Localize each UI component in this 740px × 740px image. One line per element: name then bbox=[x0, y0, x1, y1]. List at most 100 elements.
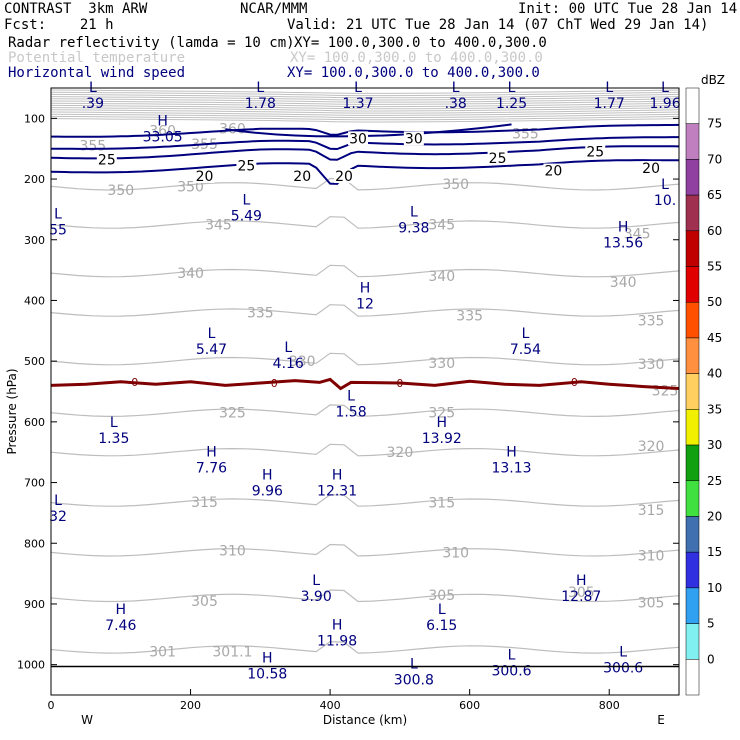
wind-contour-line bbox=[50, 145, 680, 161]
colorbar-level-label: 65 bbox=[707, 188, 722, 202]
theta-contour-line bbox=[50, 264, 680, 278]
y-tick-label: 500 bbox=[24, 355, 45, 368]
theta-contour-label: 340 bbox=[610, 275, 637, 291]
low-mark: L bbox=[54, 493, 62, 509]
colorbar-level-label: 0 bbox=[707, 652, 715, 666]
colorbar-level-label: 75 bbox=[707, 117, 722, 131]
field-theta-name: Potential temperature bbox=[8, 50, 186, 66]
east-label: E bbox=[657, 713, 665, 727]
colorbar-swatch bbox=[685, 123, 700, 160]
theta-contour-line bbox=[50, 111, 680, 116]
extremum-value: 5.49 bbox=[231, 208, 262, 224]
wind-label-bg bbox=[585, 144, 606, 159]
colorbar-level-label: 55 bbox=[707, 260, 722, 274]
wind-label-bg bbox=[96, 152, 117, 167]
extremum-value: 12 bbox=[356, 296, 374, 312]
colorbar-swatch bbox=[685, 373, 700, 410]
extremum-value: 4.16 bbox=[273, 356, 304, 372]
wind-contour-label: 20 bbox=[544, 164, 562, 180]
wind-label-bg bbox=[487, 150, 508, 165]
theta-contour-line bbox=[50, 93, 680, 99]
extremum-value: 300.8 bbox=[394, 673, 434, 689]
wind-contour-label: 20 bbox=[196, 169, 214, 185]
theta-contour-label: 325 bbox=[428, 406, 455, 422]
theta-contour-label: 315 bbox=[428, 496, 455, 512]
theta-contour-label: 325 bbox=[219, 406, 246, 422]
wind-contour-line bbox=[50, 159, 679, 185]
plot-frame bbox=[50, 87, 680, 696]
init-time: Init: 00 UTC Tue 28 Jan 14 bbox=[518, 1, 738, 17]
high-mark: H bbox=[436, 415, 447, 431]
low-mark: L bbox=[208, 326, 216, 342]
theta-contour-label: 310 bbox=[219, 544, 246, 560]
y-tick-label: 100 bbox=[24, 112, 45, 125]
colorbar-swatch bbox=[685, 87, 700, 124]
extremum-value: 1.25 bbox=[496, 96, 527, 112]
field-theta-xy: XY= 100.0,300.0 to 400.0,300.0 bbox=[290, 50, 543, 66]
extremum-value: 5.47 bbox=[196, 342, 227, 358]
y-tick-label: 200 bbox=[24, 173, 45, 186]
extremum-value: 55 bbox=[49, 222, 67, 238]
high-mark: H bbox=[576, 573, 587, 589]
theta-contour-label: 335 bbox=[638, 313, 665, 329]
theta-contour-label: 305 bbox=[638, 596, 665, 612]
theta-contour-label: 315 bbox=[191, 495, 218, 511]
extremum-value: 3.90 bbox=[301, 589, 332, 605]
extremum-value: 1.96 bbox=[649, 96, 680, 112]
freezing-level-label: 0 bbox=[131, 376, 138, 389]
theta-contour-line bbox=[50, 107, 680, 112]
high-mark: H bbox=[332, 467, 343, 483]
x-tick-label: 200 bbox=[180, 699, 201, 712]
extremum-value: 1.37 bbox=[342, 96, 373, 112]
theta-contour-label: 330 bbox=[428, 356, 455, 372]
x-tick-label: 600 bbox=[459, 699, 480, 712]
colorbar-swatch bbox=[685, 551, 700, 589]
field-reflectivity-xy: XY= 100.0,300.0 to 400.0,300.0 bbox=[294, 35, 547, 51]
wind-label-bg bbox=[403, 131, 424, 146]
extremum-value: 10. bbox=[654, 193, 676, 209]
colorbar-swatch bbox=[685, 159, 700, 196]
theta-contour-line bbox=[50, 589, 680, 603]
theta-contour-label: 305 bbox=[428, 588, 455, 604]
extremum-value: 1.35 bbox=[98, 431, 129, 447]
theta-contour-label: 350 bbox=[107, 183, 134, 199]
theta-contour-line bbox=[50, 304, 680, 317]
theta-contour-line bbox=[50, 118, 680, 123]
freezing-level-label: 0 bbox=[396, 377, 403, 390]
theta-contour-line bbox=[50, 109, 680, 114]
extremum-value: 13.92 bbox=[422, 431, 462, 447]
extremum-value: 1.78 bbox=[245, 96, 276, 112]
extremum-value: 12.31 bbox=[317, 483, 357, 499]
theta-contour-line bbox=[50, 543, 680, 557]
theta-contour-line bbox=[50, 100, 680, 105]
colorbar-swatch bbox=[685, 659, 700, 696]
colorbar-level-label: 25 bbox=[707, 474, 722, 488]
theta-contour-label: 340 bbox=[428, 269, 455, 285]
theta-contour-line bbox=[50, 352, 680, 366]
low-mark: L bbox=[54, 206, 62, 222]
extremum-value: 7.54 bbox=[510, 342, 541, 358]
valid-time: Valid: 21 UTC Tue 28 Jan 14 (07 ChT Wed … bbox=[287, 17, 709, 33]
colorbar-swatch bbox=[685, 230, 700, 267]
wind-contour-label: 25 bbox=[489, 151, 507, 167]
wind-label-bg bbox=[348, 131, 369, 146]
high-mark: H bbox=[206, 444, 217, 460]
colorbar-swatch bbox=[685, 337, 700, 374]
theta-contour-label: 350 bbox=[442, 177, 469, 193]
wind-contour-label: 20 bbox=[642, 161, 660, 177]
theta-contour-line bbox=[50, 113, 680, 119]
wind-label-bg bbox=[543, 163, 564, 178]
theta-contour-label: 325 bbox=[652, 383, 679, 399]
theta-contour-label: 320 bbox=[638, 439, 665, 455]
theta-contour-label: 315 bbox=[638, 503, 665, 519]
extremum-value: 9.96 bbox=[252, 483, 283, 499]
theta-contour-label: 301 bbox=[149, 644, 176, 660]
theta-contour-label: 310 bbox=[638, 548, 665, 564]
wind-label-bg bbox=[641, 161, 662, 176]
field-wind-name: Horizontal wind speed bbox=[8, 65, 186, 81]
theta-contour-line bbox=[50, 494, 680, 507]
y-tick-label: 700 bbox=[24, 477, 45, 490]
freezing-level-line bbox=[50, 377, 680, 391]
west-label: W bbox=[81, 713, 93, 727]
